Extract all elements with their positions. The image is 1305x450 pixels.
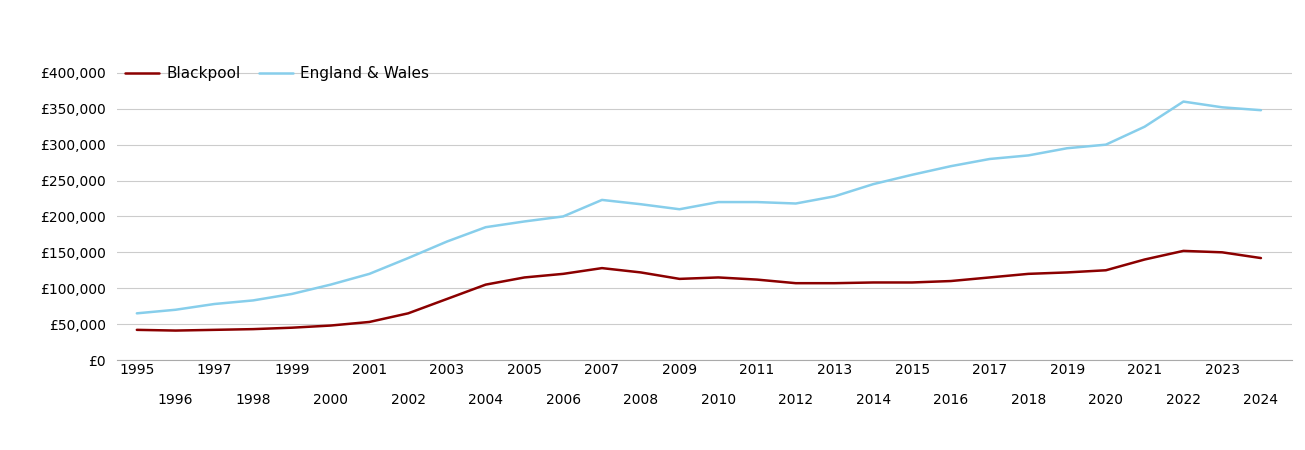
Blackpool xyxy=(206,327,222,333)
England & Wales xyxy=(1215,104,1231,110)
England & Wales xyxy=(749,199,765,205)
England & Wales xyxy=(556,214,572,219)
England & Wales xyxy=(168,307,184,312)
England & Wales xyxy=(206,302,222,307)
England & Wales xyxy=(1098,142,1113,147)
Blackpool xyxy=(788,280,804,286)
Blackpool xyxy=(517,275,532,280)
Blackpool xyxy=(284,325,300,330)
Legend: Blackpool, England & Wales: Blackpool, England & Wales xyxy=(125,66,429,81)
Blackpool xyxy=(633,270,649,275)
England & Wales xyxy=(981,156,997,162)
Line: Blackpool: Blackpool xyxy=(137,251,1261,331)
Blackpool xyxy=(710,275,726,280)
England & Wales xyxy=(1137,124,1152,130)
England & Wales xyxy=(284,291,300,297)
Blackpool xyxy=(478,282,493,287)
England & Wales xyxy=(788,201,804,206)
England & Wales xyxy=(361,271,377,277)
Blackpool xyxy=(1098,268,1113,273)
Blackpool xyxy=(1176,248,1191,254)
England & Wales xyxy=(245,298,261,303)
Blackpool xyxy=(749,277,765,282)
England & Wales xyxy=(478,225,493,230)
Blackpool xyxy=(865,280,881,285)
England & Wales xyxy=(1176,99,1191,104)
England & Wales xyxy=(904,172,920,177)
England & Wales xyxy=(401,255,416,261)
England & Wales xyxy=(827,194,843,199)
England & Wales xyxy=(517,219,532,224)
Blackpool xyxy=(944,279,959,284)
Blackpool xyxy=(129,327,145,333)
England & Wales xyxy=(672,207,688,212)
England & Wales xyxy=(594,197,609,202)
Blackpool xyxy=(904,280,920,285)
Blackpool xyxy=(672,276,688,282)
England & Wales xyxy=(944,163,959,169)
Blackpool xyxy=(981,275,997,280)
England & Wales xyxy=(865,181,881,187)
Blackpool xyxy=(827,280,843,286)
Blackpool xyxy=(1137,257,1152,262)
Blackpool xyxy=(361,319,377,324)
Blackpool xyxy=(401,310,416,316)
Blackpool xyxy=(594,266,609,271)
Blackpool xyxy=(245,326,261,332)
England & Wales xyxy=(438,239,454,244)
Blackpool xyxy=(438,296,454,302)
Blackpool xyxy=(1215,250,1231,255)
England & Wales xyxy=(710,199,726,205)
England & Wales xyxy=(1021,153,1036,158)
England & Wales xyxy=(1060,145,1075,151)
Blackpool xyxy=(1253,255,1268,261)
England & Wales xyxy=(633,202,649,207)
England & Wales xyxy=(1253,108,1268,113)
Blackpool xyxy=(556,271,572,277)
England & Wales xyxy=(129,310,145,316)
England & Wales xyxy=(322,282,338,287)
Blackpool xyxy=(1060,270,1075,275)
Blackpool xyxy=(168,328,184,333)
Blackpool xyxy=(322,323,338,328)
Blackpool xyxy=(1021,271,1036,277)
Line: England & Wales: England & Wales xyxy=(137,102,1261,313)
